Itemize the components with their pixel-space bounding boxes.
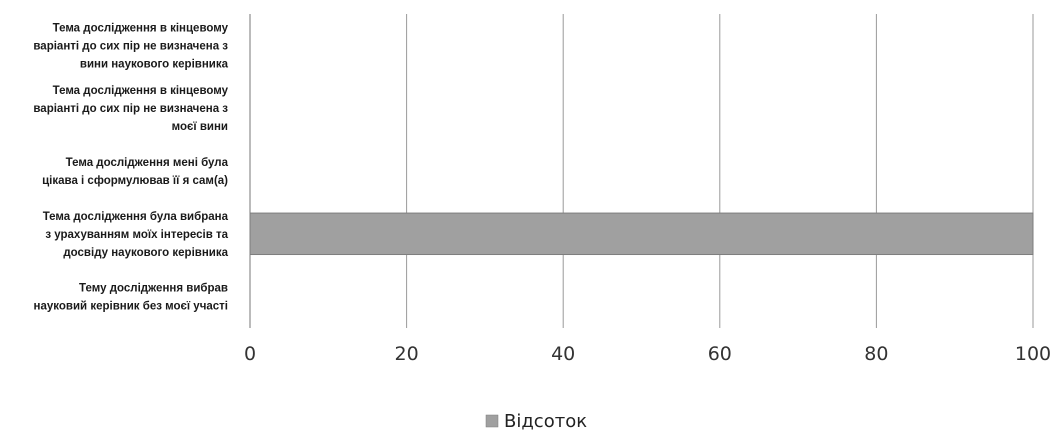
category-label-line: цікава і сформулював її я сам(а) bbox=[42, 175, 228, 187]
grid-lines bbox=[249, 14, 1034, 328]
category-label-3: Тема дослідження мені була цікава і сформ… bbox=[42, 157, 228, 187]
category-label-line: науковий керівник без моєї участі bbox=[34, 301, 228, 313]
category-label-4: Тема дослідження була вибрана з урахуванн… bbox=[43, 211, 229, 259]
x-tick-label-80: 80 bbox=[864, 343, 888, 365]
category-label-line: Тему дослідження вибрав bbox=[79, 283, 228, 295]
x-tick-labels: 0 20 40 60 80 100 bbox=[244, 343, 1051, 365]
category-label-2: Тема дослідження в кінцевому варіанті до … bbox=[33, 85, 228, 133]
legend-swatch bbox=[485, 414, 499, 428]
category-label-line: з урахуванням моїх інтересів та bbox=[45, 229, 228, 241]
x-tick-label-20: 20 bbox=[395, 343, 419, 365]
x-tick-label-40: 40 bbox=[551, 343, 575, 365]
category-label-line: вини наукового керівника bbox=[80, 58, 229, 70]
category-label-line: Тема дослідження в кінцевому bbox=[53, 22, 229, 34]
category-label-line: Тема дослідження була вибрана bbox=[43, 211, 229, 223]
bar-4 bbox=[249, 212, 1034, 256]
category-label-line: Тема дослідження мені була bbox=[66, 157, 229, 169]
legend: Відсоток bbox=[485, 411, 587, 432]
category-label-5: Тему дослідження вибрав науковий керівник… bbox=[34, 283, 228, 313]
category-label-line: Тема дослідження в кінцевому bbox=[53, 85, 229, 97]
category-label-1: Тема дослідження в кінцевому варіанті до … bbox=[33, 22, 228, 70]
category-label-line: досвіду наукового керівника bbox=[63, 247, 228, 259]
bars bbox=[249, 212, 1034, 256]
x-tick-label-100: 100 bbox=[1015, 343, 1051, 365]
x-tick-label-0: 0 bbox=[244, 343, 256, 365]
x-tick-label-60: 60 bbox=[708, 343, 732, 365]
category-label-line: варіанті до сих пір не визначена з bbox=[33, 103, 228, 115]
category-label-line: варіанті до сих пір не визначена з bbox=[33, 40, 228, 52]
category-labels: Тема дослідження в кінцевому варіанті до … bbox=[33, 22, 228, 312]
category-label-line: моєї вини bbox=[172, 121, 228, 133]
legend-label: Відсоток bbox=[504, 411, 587, 432]
